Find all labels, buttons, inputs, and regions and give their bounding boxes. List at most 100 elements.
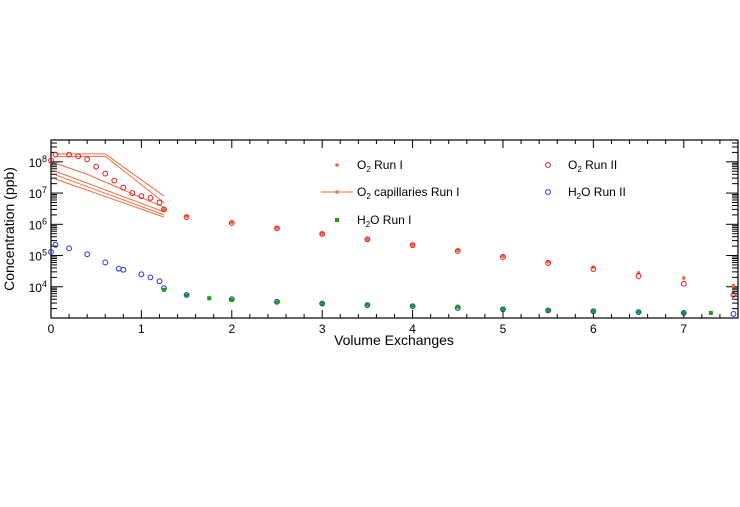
legend-entry-h2o-run1: H2O Run I — [335, 213, 411, 229]
o2_run1-point — [501, 254, 505, 259]
o2_run1-series — [162, 207, 736, 288]
legend-marker — [335, 218, 339, 222]
legend-label: H2O Run I — [357, 213, 411, 229]
o2_run2-point — [454, 248, 461, 254]
capillary-lines — [55, 153, 165, 218]
o2_run2-point — [138, 193, 145, 199]
x-tick-label: 5 — [500, 322, 507, 336]
o2_run2-point — [84, 156, 91, 163]
o2_run1-point — [365, 237, 370, 242]
y-tick-label: 104 — [29, 279, 47, 295]
x-axis-title: Volume Exchanges — [334, 332, 454, 348]
o2_run1-point — [229, 220, 234, 225]
o2_run2-series — [48, 151, 737, 298]
h2o_run2-point — [66, 245, 72, 252]
o2_run2-point — [500, 254, 506, 260]
o2_run2-point — [364, 236, 371, 243]
h2o_run2-series — [48, 241, 737, 317]
capillary-line-0 — [55, 153, 165, 197]
legend-marker — [545, 162, 551, 168]
x-tick-label: 6 — [590, 322, 597, 336]
capillary-line-2 — [55, 162, 165, 208]
o2_run2-point — [319, 231, 326, 237]
o2_run2-point — [52, 151, 59, 158]
data-marks — [48, 151, 737, 317]
h2o_run2-point — [156, 278, 163, 285]
h2o_run1-point — [229, 297, 234, 302]
o2_run2-point — [183, 214, 190, 221]
o2_run2-point — [129, 190, 136, 196]
o2_run2-point — [102, 170, 109, 177]
o2_run1-point — [275, 226, 279, 230]
capillary-line-1 — [55, 155, 165, 203]
o2_run2-point — [409, 242, 416, 249]
o2_run1-point — [455, 248, 460, 253]
legend-label: O2 capillaries Run I — [357, 185, 460, 201]
h2o_run2-point — [52, 241, 59, 248]
o2_run2-point — [161, 206, 167, 213]
legend-label: O2 Run II — [568, 158, 617, 174]
legend-label: H2O Run II — [568, 185, 626, 201]
h2o_run2-point — [102, 259, 109, 266]
o2_run2-point — [156, 199, 163, 206]
h2o_run1-point — [681, 310, 686, 315]
h2o_run2-point — [120, 266, 127, 273]
o2_run2-point — [680, 280, 687, 287]
legend-label: O2 Run I — [357, 158, 403, 174]
o2_run2-point — [730, 291, 737, 298]
legend-marker — [545, 189, 551, 195]
o2_run2-point — [93, 163, 100, 170]
capillary-line-3 — [55, 170, 165, 213]
x-tick-label: 4 — [409, 322, 416, 336]
o2_run2-point — [147, 195, 154, 201]
h2o_run1-point — [161, 287, 166, 292]
h2o_run2-point — [147, 274, 154, 281]
o2_run1-point — [731, 283, 736, 288]
h2o_run1-series — [161, 287, 713, 315]
o2_run1-point — [162, 207, 166, 212]
o2_run2-point — [635, 273, 642, 279]
o2_run2-point — [274, 225, 280, 232]
h2o_run1-point — [274, 300, 279, 305]
h2o_run1-point — [320, 301, 325, 306]
h2o_run2-point — [48, 249, 54, 255]
x-tick-label: 2 — [228, 322, 235, 336]
h2o_run1-point — [365, 302, 370, 307]
y-tick-label: 107 — [29, 185, 47, 201]
y-tick-label: 105 — [29, 248, 47, 264]
capillary-line-5 — [55, 178, 165, 218]
o2_run1-point — [410, 243, 415, 247]
legend-marker — [335, 163, 339, 167]
legend-entry-h2o-run2: H2O Run II — [545, 185, 626, 201]
legend: O2 Run I O2 Run II O2 capillaries Run I H2O… — [321, 158, 626, 229]
x-tick-label: 0 — [48, 322, 55, 336]
h2o_run2-point — [319, 300, 326, 307]
o2_run2-point — [48, 157, 54, 164]
h2o_run1-point — [591, 308, 596, 313]
o2_run2-point — [111, 177, 118, 184]
h2o_run1-point — [708, 310, 713, 315]
o2_run2-point — [228, 220, 235, 226]
h2o_run1-point — [500, 306, 505, 311]
h2o_run2-point — [138, 271, 145, 278]
legend-entry-o2-cap: O2 capillaries Run I — [321, 185, 460, 201]
h2o_run1-point — [184, 293, 189, 298]
legend-marker — [335, 190, 339, 194]
h2o_run2-point — [730, 311, 737, 317]
x-tick-label: 3 — [319, 322, 326, 336]
h2o_run2-point — [545, 307, 552, 314]
o2_run2-point — [66, 151, 72, 158]
y-tick-label: 106 — [29, 216, 47, 232]
h2o_run1-point — [410, 303, 415, 308]
o2_run2-point — [120, 184, 127, 191]
h2o_run1-point — [207, 296, 212, 301]
h2o_run2-point — [84, 251, 91, 258]
h2o_run1-point — [455, 304, 460, 309]
legend-entry-o2-run1: O2 Run I — [335, 158, 403, 174]
o2_run1-point — [184, 214, 189, 219]
o2_run2-point — [75, 153, 82, 160]
o2_run1-point — [681, 276, 686, 280]
x-tick-label: 7 — [680, 322, 687, 336]
o2_run2-point — [545, 260, 552, 266]
